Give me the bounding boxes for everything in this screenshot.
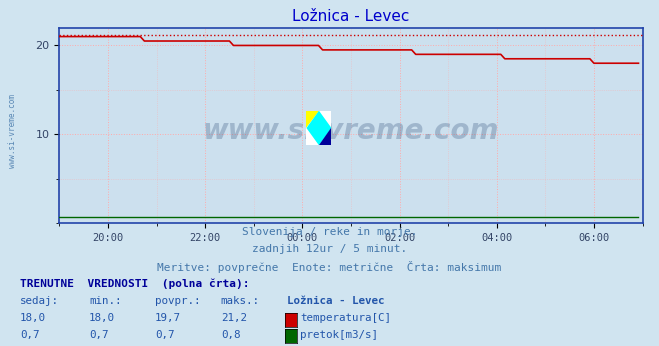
Text: www.si-vreme.com: www.si-vreme.com <box>8 94 17 169</box>
Text: povpr.:: povpr.: <box>155 296 200 306</box>
Text: sedaj:: sedaj: <box>20 296 59 306</box>
Text: 21,2: 21,2 <box>221 313 246 323</box>
Text: maks.:: maks.: <box>221 296 260 306</box>
Polygon shape <box>306 111 331 145</box>
Text: Slovenija / reke in morje.: Slovenija / reke in morje. <box>242 227 417 237</box>
Text: 0,7: 0,7 <box>89 330 109 340</box>
Text: temperatura[C]: temperatura[C] <box>300 313 391 323</box>
Text: pretok[m3/s]: pretok[m3/s] <box>300 330 378 340</box>
Polygon shape <box>306 111 319 128</box>
Text: 0,8: 0,8 <box>221 330 241 340</box>
Text: Ložnica - Levec: Ložnica - Levec <box>287 296 384 306</box>
Text: 18,0: 18,0 <box>89 313 115 323</box>
Text: Meritve: povprečne  Enote: metrične  Črta: maksimum: Meritve: povprečne Enote: metrične Črta:… <box>158 261 501 273</box>
Text: 0,7: 0,7 <box>155 330 175 340</box>
Title: Ložnica - Levec: Ložnica - Levec <box>292 9 410 24</box>
Polygon shape <box>319 128 331 145</box>
Text: www.si-vreme.com: www.si-vreme.com <box>203 117 499 145</box>
Text: zadnjih 12ur / 5 minut.: zadnjih 12ur / 5 minut. <box>252 244 407 254</box>
Text: 0,7: 0,7 <box>20 330 40 340</box>
Text: TRENUTNE  VREDNOSTI  (polna črta):: TRENUTNE VREDNOSTI (polna črta): <box>20 279 249 289</box>
Text: 18,0: 18,0 <box>20 313 45 323</box>
Text: min.:: min.: <box>89 296 121 306</box>
Text: 19,7: 19,7 <box>155 313 181 323</box>
